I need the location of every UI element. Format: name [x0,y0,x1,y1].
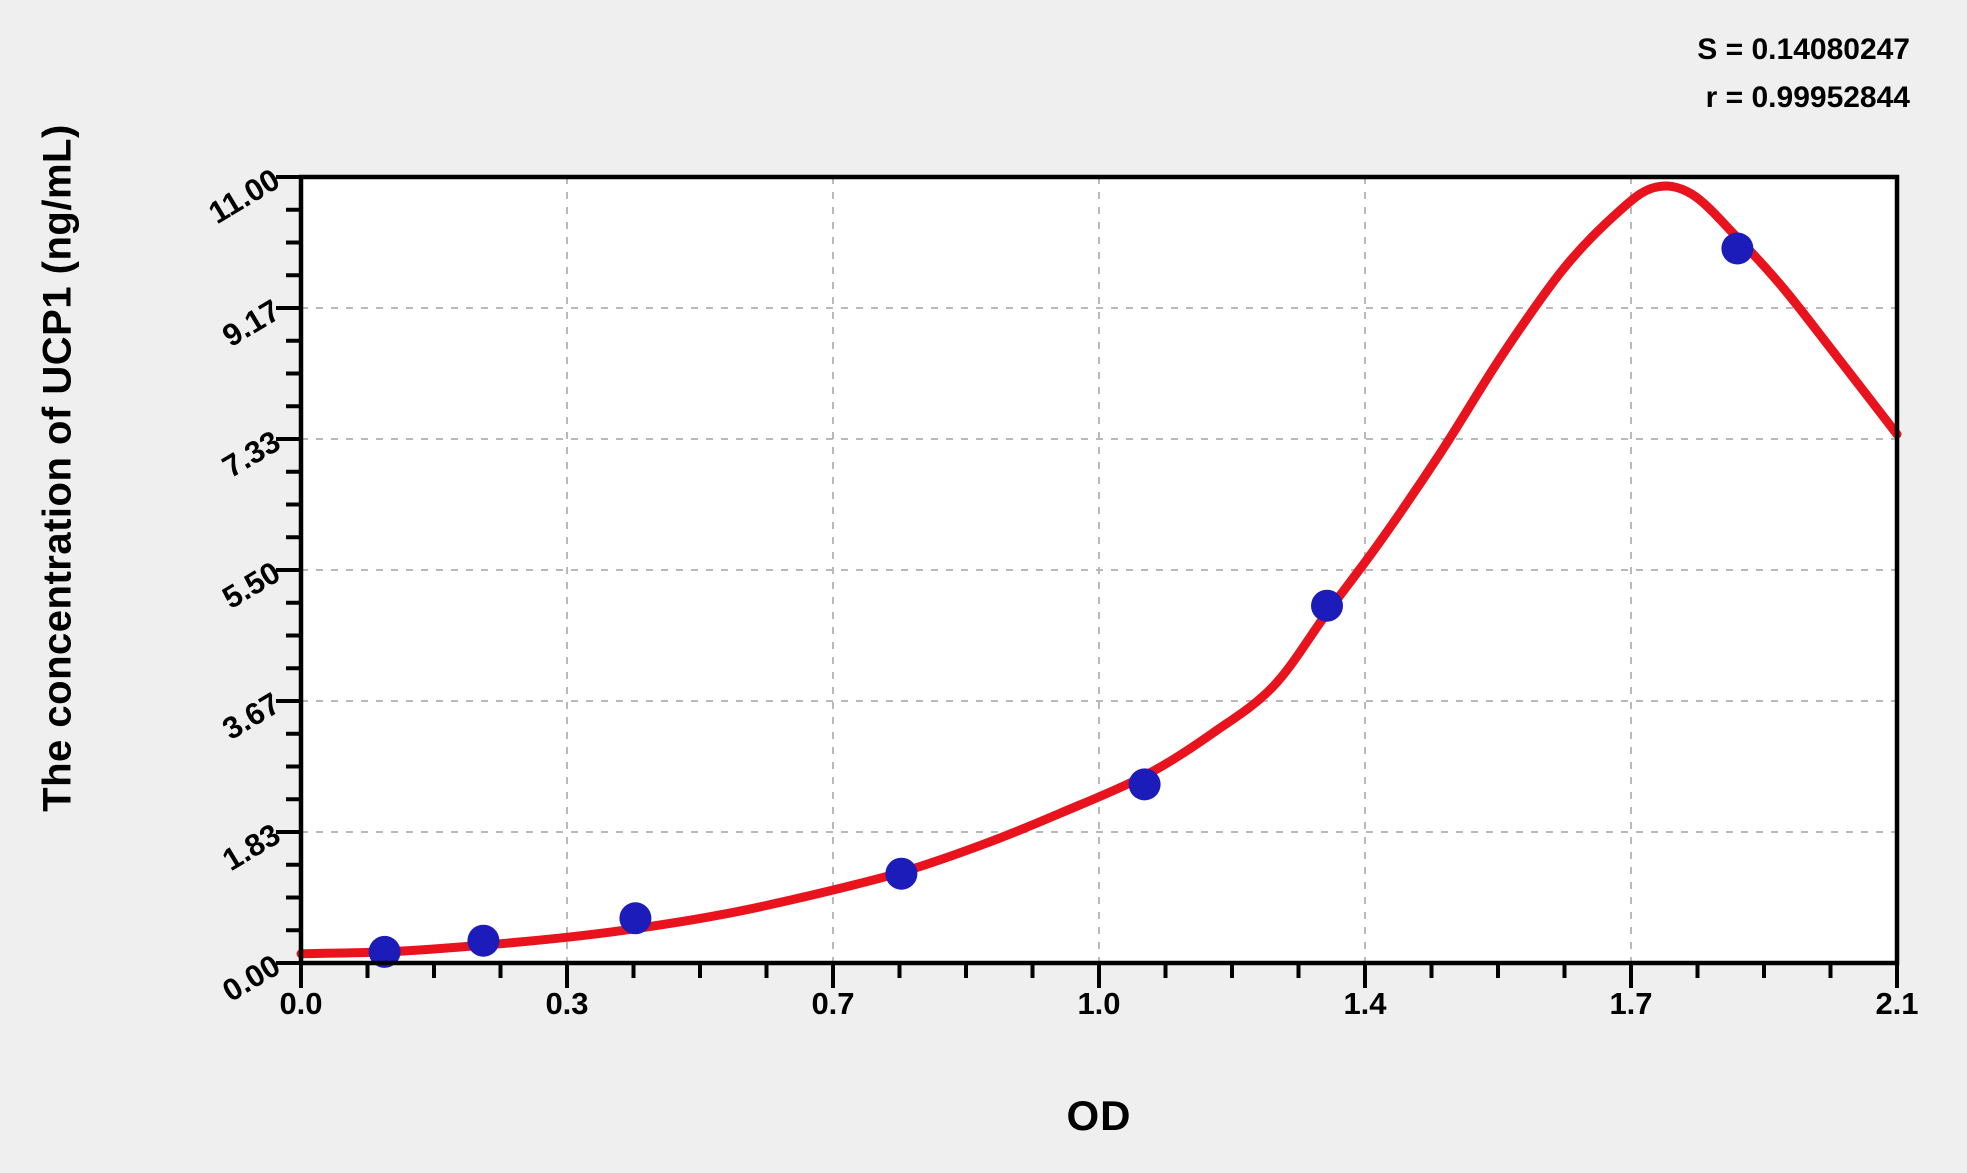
x-tick-label: 0.3 [545,986,589,1021]
x-tick-label: 0.7 [811,986,855,1021]
data-point [885,857,918,890]
fit-statistics: S = 0.14080247 r = 0.99952844 [1697,26,1910,122]
stat-s-value: S = 0.14080247 [1697,33,1910,66]
x-tick-label: 1.7 [1609,986,1653,1021]
y-axis-title: The concentration of UCP1 (ng/mL) [35,124,80,812]
data-point [368,935,401,968]
x-axis-title: OD [1066,1092,1132,1139]
x-tick-label: 0.0 [279,986,323,1021]
stat-r-value: r = 0.99952844 [1705,81,1910,114]
data-point [619,902,652,935]
plot-frame [298,174,1900,966]
x-tick-label: 1.4 [1343,986,1387,1021]
data-point [467,924,500,957]
data-point [1128,768,1161,801]
x-tick-label: 2.1 [1875,986,1919,1021]
x-tick-label: 1.0 [1077,986,1121,1021]
data-point [1311,589,1343,622]
data-point [1721,232,1754,265]
